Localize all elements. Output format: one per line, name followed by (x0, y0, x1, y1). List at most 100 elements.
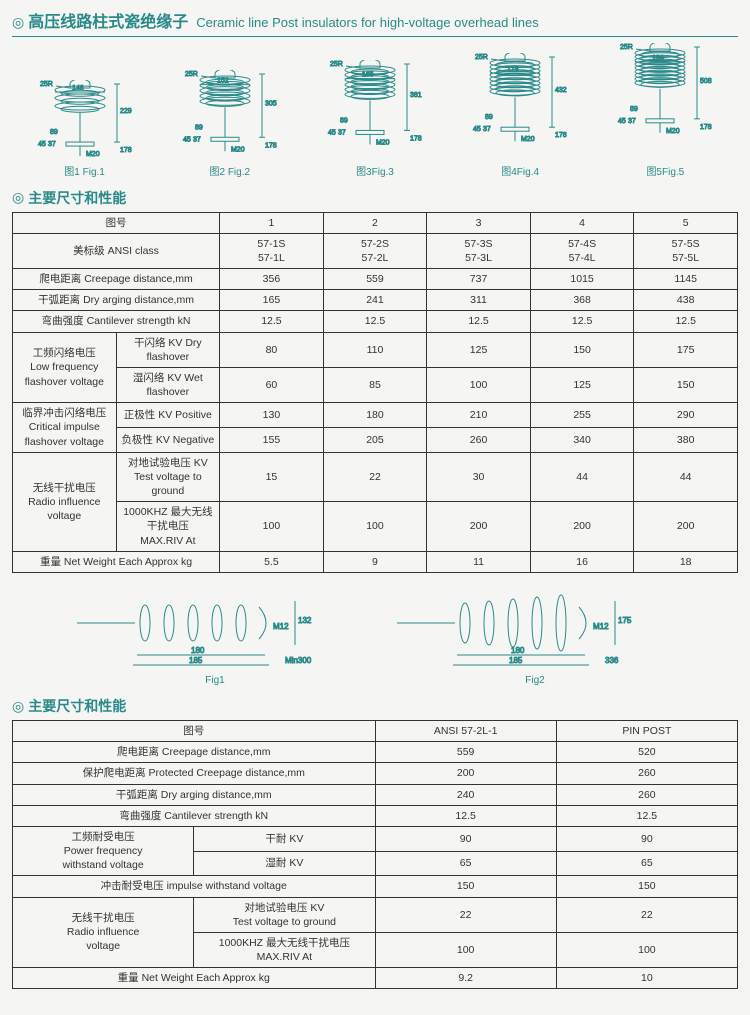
cell: 12.5 (556, 805, 737, 826)
cell: 工频耐受电压Power frequencywithstand voltage (13, 826, 194, 876)
cell: 44 (530, 452, 634, 502)
svg-text:45: 45 (473, 126, 481, 133)
cell: 65 (375, 851, 556, 876)
bullet-icon: ◎ (12, 698, 24, 715)
top-figures-row: 22925R146178453789M20图1 Fig.130525R15217… (12, 43, 738, 178)
cell: 210 (427, 403, 531, 428)
mid-figures-row: 180185Min300132M12Fig1180185336175M12Fig… (12, 583, 738, 686)
svg-text:Min300: Min300 (285, 656, 312, 665)
svg-text:89: 89 (50, 129, 58, 136)
cell: ANSI 57-2L-1 (375, 721, 556, 742)
cell: 重量 Net Weight Each Approx kg (13, 551, 220, 572)
cell: 12.5 (634, 311, 738, 332)
svg-text:178: 178 (700, 124, 712, 131)
svg-text:25R: 25R (40, 81, 53, 88)
horizontal-insulator-figure: 180185336175M12Fig2 (395, 583, 675, 686)
cell: 57-3S57-3L (427, 233, 531, 268)
svg-text:M20: M20 (86, 151, 100, 158)
cell: 22 (323, 452, 427, 502)
cell: 290 (634, 403, 738, 428)
section2-title: ◎ 主要尺寸和性能 (12, 696, 738, 716)
cell: 正极性 KV Positive (116, 403, 220, 428)
svg-text:165: 165 (362, 72, 374, 79)
cell: 150 (530, 332, 634, 367)
svg-text:25R: 25R (475, 54, 488, 61)
cell: 100 (220, 502, 324, 552)
cell: 12.5 (530, 311, 634, 332)
cell: 380 (634, 428, 738, 453)
cell: PIN POST (556, 721, 737, 742)
svg-text:89: 89 (485, 114, 493, 121)
fig-label: 图3Fig.3 (356, 163, 394, 178)
svg-text:M20: M20 (231, 146, 245, 153)
svg-text:89: 89 (340, 117, 348, 124)
svg-text:89: 89 (195, 124, 203, 131)
cell: 65 (556, 851, 737, 876)
cell: 干弧距离 Dry arging distance,mm (13, 290, 220, 311)
insulator-figure: 38125R165178453789M20图3Fig.3 (315, 60, 435, 178)
divider (12, 36, 738, 37)
cell: 155 (220, 428, 324, 453)
svg-text:184: 184 (652, 55, 664, 62)
insulator-figure: 50825R184178453789M20图5Fig.5 (605, 43, 725, 178)
cell: 260 (556, 784, 737, 805)
cell: 9 (323, 551, 427, 572)
svg-text:146: 146 (72, 85, 84, 92)
cell: 85 (323, 367, 427, 402)
cell: 1000KHZ 最大无线干扰电压MAX.RIV At (116, 502, 220, 552)
cell: 90 (556, 826, 737, 851)
cell: 100 (375, 932, 556, 967)
svg-text:178: 178 (410, 135, 422, 142)
cell: 9.2 (375, 968, 556, 989)
cell: 10 (556, 968, 737, 989)
svg-text:152: 152 (217, 78, 229, 85)
cell: 湿耐 KV (194, 851, 375, 876)
cell: 200 (375, 763, 556, 784)
fig-label: Fig1 (205, 675, 224, 686)
cell: 200 (427, 502, 531, 552)
section-label: 主要尺寸和性能 (28, 188, 126, 208)
cell: 22 (556, 897, 737, 932)
svg-text:M20: M20 (521, 136, 535, 143)
cell: 18 (634, 551, 738, 572)
fig-label: 图5Fig.5 (646, 163, 684, 178)
cell: 冲击耐受电压 impulse withstand voltage (13, 876, 376, 897)
cell: 负极性 KV Negative (116, 428, 220, 453)
cell: 57-4S57-4L (530, 233, 634, 268)
svg-text:132: 132 (298, 616, 312, 625)
cell: 12.5 (220, 311, 324, 332)
cell: 1000KHZ 最大无线干扰电压MAX.RIV At (194, 932, 375, 967)
cell: 80 (220, 332, 324, 367)
cell: 弯曲强度 Cantilever strength kN (13, 311, 220, 332)
fig-label: Fig2 (525, 675, 544, 686)
svg-text:37: 37 (193, 136, 201, 143)
spec-table-2: 图号ANSI 57-2L-1PIN POST爬电距离 Creepage dist… (12, 720, 738, 989)
cell: 弯曲强度 Cantilever strength kN (13, 805, 376, 826)
cell: 150 (375, 876, 556, 897)
svg-text:178: 178 (555, 132, 567, 139)
cell: 180 (323, 403, 427, 428)
svg-text:45: 45 (38, 141, 46, 148)
svg-text:37: 37 (338, 129, 346, 136)
cell: 12.5 (375, 805, 556, 826)
cell: 2 (323, 212, 427, 233)
cell: 1015 (530, 269, 634, 290)
cell: 200 (634, 502, 738, 552)
cell: 57-1S57-1L (220, 233, 324, 268)
svg-text:381: 381 (410, 92, 422, 99)
cell: 150 (556, 876, 737, 897)
cell: 205 (323, 428, 427, 453)
svg-text:229: 229 (120, 108, 132, 115)
cell: 100 (427, 367, 531, 402)
cell: 520 (556, 742, 737, 763)
cell: 150 (634, 367, 738, 402)
svg-text:37: 37 (483, 126, 491, 133)
cell: 356 (220, 269, 324, 290)
svg-text:37: 37 (628, 118, 636, 125)
cell: 对地试验电压 KVTest voltage to ground (116, 452, 220, 502)
cell: 260 (556, 763, 737, 784)
cell: 爬电距离 Creepage distance,mm (13, 269, 220, 290)
svg-text:432: 432 (555, 87, 567, 94)
cell: 130 (220, 403, 324, 428)
cell: 438 (634, 290, 738, 311)
